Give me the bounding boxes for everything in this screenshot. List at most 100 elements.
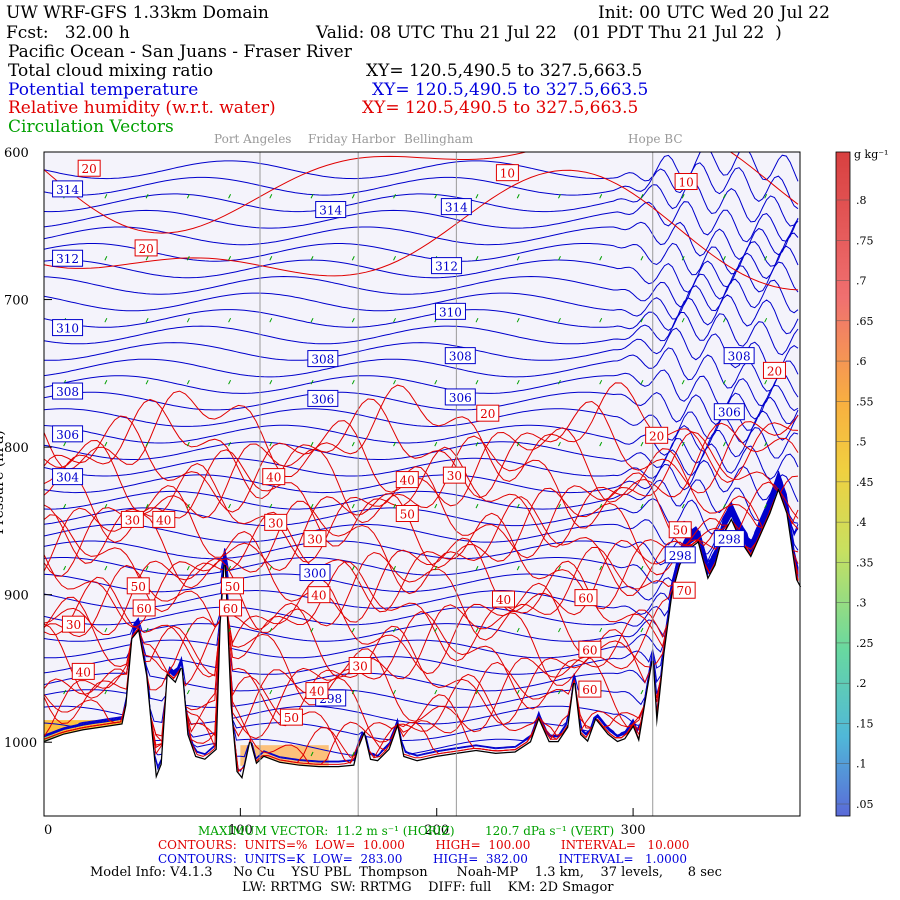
vector-arrow — [310, 627, 314, 633]
rh-label: 60 — [578, 592, 593, 606]
vector-arrow — [681, 256, 685, 261]
vector-arrow — [186, 379, 190, 385]
vector-arrow — [558, 194, 561, 199]
y-tick-label: 900 — [4, 589, 29, 604]
rh-contour — [44, 398, 799, 500]
vector-arrow — [63, 689, 67, 695]
theta-label: 298 — [669, 549, 692, 563]
vector-arrow — [104, 194, 108, 199]
vector-arrow — [764, 194, 768, 199]
vector-arrow — [145, 565, 149, 571]
rh-label-box — [645, 426, 669, 444]
theta-label: 298 — [718, 533, 741, 547]
rh-label-box — [442, 466, 466, 484]
theta-contour — [44, 459, 799, 503]
terrain-fill — [44, 491, 800, 816]
vector-arrow — [269, 194, 273, 199]
colorbar-label: .45 — [856, 476, 874, 489]
theta-label: 306 — [56, 428, 79, 442]
vector-arrow — [640, 627, 644, 633]
theta-label-box — [713, 403, 745, 421]
vector-arrow — [681, 317, 685, 323]
vector-arrow — [640, 379, 644, 385]
vector-arrow — [228, 379, 232, 385]
vector-arrow — [475, 503, 479, 509]
theta-contour — [44, 327, 799, 376]
plot-frame — [43, 151, 801, 817]
rh-label: 10 — [500, 167, 515, 181]
rh-label-box — [71, 662, 95, 680]
vector-arrow — [516, 379, 520, 385]
vector-arrow — [681, 194, 685, 199]
rh-contour — [44, 169, 799, 291]
vector-arrow — [434, 503, 438, 509]
theta-contour — [44, 162, 799, 210]
field-theta-name: Potential temperature — [8, 80, 199, 100]
vector-arrow — [599, 256, 603, 261]
theta-label-box — [52, 249, 84, 267]
colorbar-label: .35 — [856, 556, 874, 569]
colorbar-label: .6 — [856, 355, 867, 368]
rh-label-box — [476, 404, 500, 422]
rh-label-box — [221, 577, 245, 595]
theta-label: 308 — [56, 385, 79, 399]
theta-label-box — [299, 564, 331, 582]
model-title: UW WRF-GFS 1.33km Domain — [6, 3, 269, 23]
theta-label-box — [444, 388, 476, 406]
vector-arrow — [516, 256, 520, 261]
vector-arrow — [764, 317, 768, 323]
vector-arrow — [186, 627, 190, 633]
y-tick-label: 1000 — [4, 736, 37, 751]
rh-label-box — [61, 615, 85, 633]
vector-arrow — [351, 194, 355, 199]
vector-arrow — [351, 503, 355, 509]
theta-label-box — [52, 382, 84, 400]
theta-label: 310 — [56, 322, 79, 336]
vector-arrow — [516, 194, 520, 199]
colorbar-label: .25 — [856, 637, 874, 650]
vector-arrow — [558, 317, 561, 323]
vector-arrow — [393, 689, 396, 695]
vector-arrow — [558, 565, 561, 571]
vector-arrow — [269, 379, 273, 385]
vector-arrow — [764, 441, 768, 447]
vector-arrow — [228, 503, 232, 509]
rh-label: 70 — [677, 584, 692, 598]
rh-label-box — [491, 590, 515, 608]
vector-arrow — [393, 565, 396, 571]
rh-label-box — [303, 530, 327, 548]
vector-arrow — [599, 441, 603, 447]
x-tick-label: 100 — [228, 823, 253, 838]
vector-arrow — [269, 317, 273, 323]
colorbar-label: .7 — [856, 275, 867, 288]
vector-arrow — [434, 689, 438, 695]
theta-contour — [44, 180, 799, 227]
vector-arrow — [558, 441, 561, 447]
vector-arrow — [104, 627, 108, 633]
vector-arrow — [558, 689, 561, 695]
vector-arrow — [722, 503, 726, 509]
vector-arrow — [599, 503, 603, 509]
vector-arrow — [558, 379, 561, 385]
vector-arrow — [104, 317, 108, 323]
vector-arrow — [393, 379, 396, 385]
rh-label-box — [578, 640, 602, 658]
rh-contour — [44, 382, 799, 483]
vector-arrow — [145, 441, 149, 447]
vector-arrow — [104, 503, 108, 509]
vector-arrow — [640, 194, 644, 199]
vector-arrow — [393, 317, 396, 323]
rh-contour — [44, 152, 799, 234]
rh-label: 10 — [678, 176, 693, 190]
vector-arrow — [63, 565, 67, 571]
rh-label-box — [305, 682, 329, 700]
rh-label: 50 — [131, 580, 146, 594]
colorbar-label: .4 — [856, 516, 867, 529]
vector-arrow — [516, 317, 520, 323]
colorbar-label: .05 — [856, 798, 874, 811]
field-rh-name: Relative humidity (w.r.t. water) — [8, 98, 276, 118]
vector-arrow — [145, 256, 149, 261]
theta-contour — [44, 443, 799, 480]
vector-arrow — [104, 441, 108, 447]
theta-contour — [44, 471, 799, 555]
